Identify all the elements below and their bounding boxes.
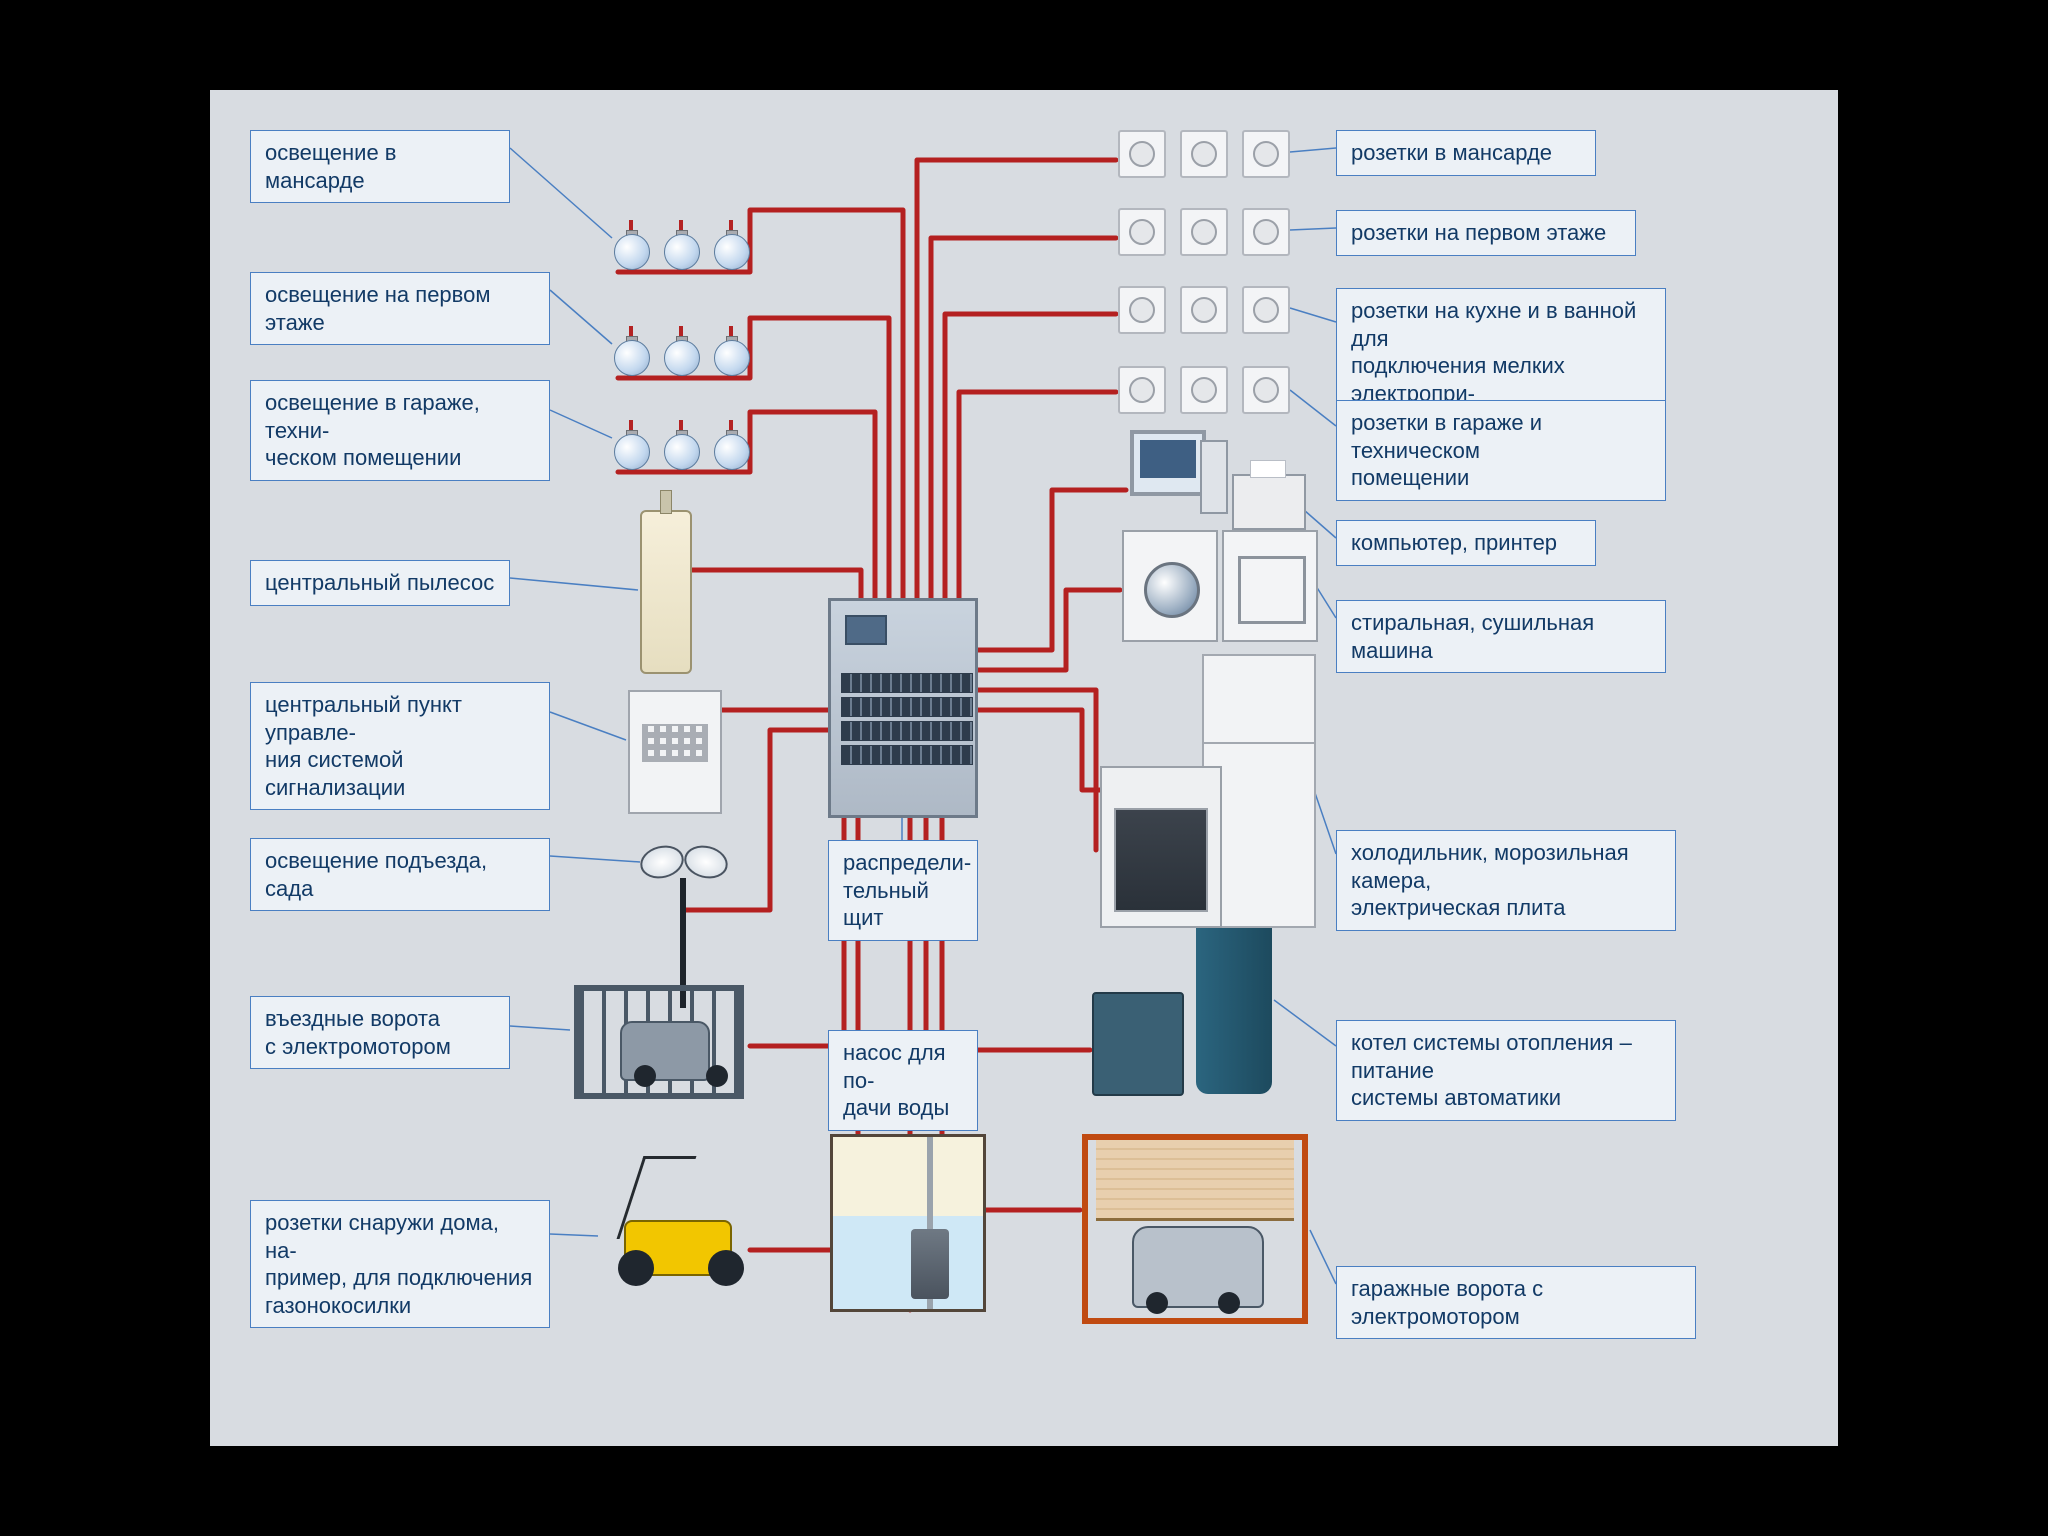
label-yard-light: освещение подъезда, сада: [250, 838, 550, 911]
label-gate: въездные ворота с электромотором: [250, 996, 510, 1069]
outlet-group-icon: [1118, 130, 1290, 178]
label-garage-door: гаражные ворота с электромотором: [1336, 1266, 1696, 1339]
label-laundry: стиральная, сушильная машина: [1336, 600, 1666, 673]
label-boiler: котел системы отопления – питание систем…: [1336, 1020, 1676, 1121]
dryer-icon: [1222, 530, 1318, 642]
label-floor1-outlets: розетки на первом этаже: [1336, 210, 1636, 256]
label-pc-printer: компьютер, принтер: [1336, 520, 1596, 566]
computer-icon: [1130, 430, 1224, 526]
lawn-mower-icon: [600, 1160, 750, 1310]
diagram-canvas: распредели- тельный щит освещение в манс…: [210, 90, 1838, 1446]
bulb-group-icon: [614, 220, 748, 274]
outlet-group-icon: [1118, 208, 1290, 256]
label-central-vac: центральный пылесос: [250, 560, 510, 606]
label-garage-light: освещение в гараже, техни- ческом помеще…: [250, 380, 550, 481]
boiler-cylinder-icon: [1196, 904, 1272, 1094]
label-floor1-light: освещение на первом этаже: [250, 272, 550, 345]
boiler-tank-icon: [1092, 992, 1184, 1096]
label-attic-light: освещение в мансарде: [250, 130, 510, 203]
bulb-group-icon: [614, 326, 748, 380]
outlet-group-icon: [1118, 366, 1290, 414]
electric-stove-icon: [1100, 766, 1222, 928]
distribution-panel-icon: [828, 598, 978, 818]
alarm-panel-icon: [628, 690, 722, 814]
central-vacuum-icon: [640, 510, 692, 674]
label-alarm-hub: центральный пункт управле- ния системой …: [250, 682, 550, 810]
label-ext-outlets: розетки снаружи дома, на- пример, для по…: [250, 1200, 550, 1328]
label-garage-outlets: розетки в гараже и техническом помещении: [1336, 400, 1666, 501]
driveway-gate-icon: [574, 985, 744, 1099]
water-pump-icon: [830, 1134, 986, 1312]
printer-icon: [1232, 474, 1306, 530]
label-pump: насос для по- дачи воды: [828, 1030, 978, 1131]
label-fridge-stove: холодильник, морозильная камера, электри…: [1336, 830, 1676, 931]
floodlight-icon: [640, 834, 728, 886]
washing-machine-icon: [1122, 530, 1218, 642]
distribution-panel-label: распредели- тельный щит: [828, 840, 978, 941]
label-attic-outlets: розетки в мансарде: [1336, 130, 1596, 176]
garage-door-icon: [1082, 1134, 1308, 1324]
outlet-group-icon: [1118, 286, 1290, 334]
bulb-group-icon: [614, 420, 748, 474]
